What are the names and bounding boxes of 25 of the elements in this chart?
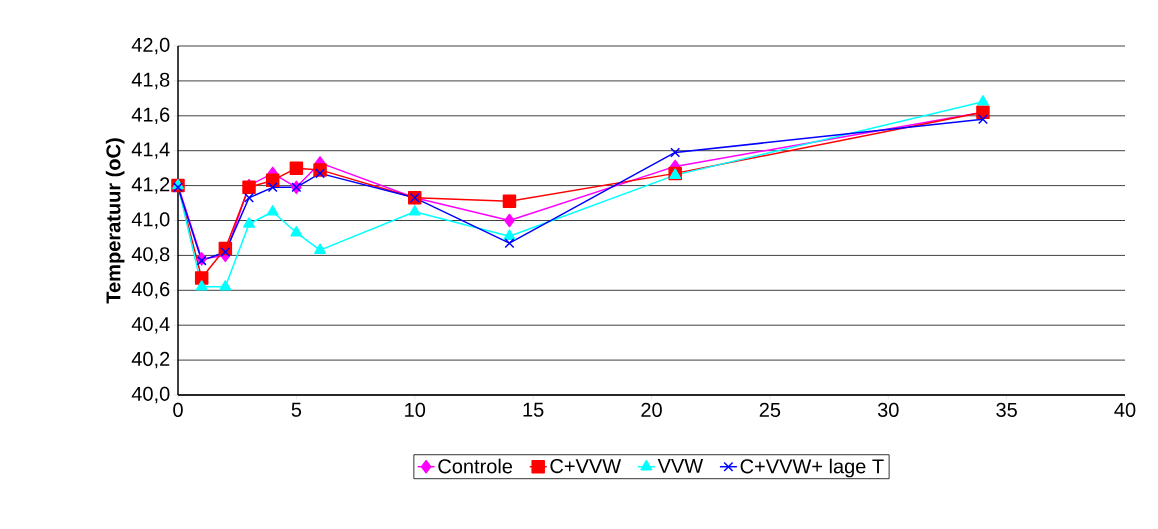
y-tick-label: 40,4 <box>131 316 170 334</box>
y-tick-label: 40,2 <box>131 351 170 369</box>
x-tick-label: 15 <box>523 402 544 417</box>
y-tick-label: 40,8 <box>131 247 170 264</box>
x-tick-label: 20 <box>641 402 662 417</box>
y-tick-label: 41,8 <box>131 72 170 90</box>
x-tick-label: 35 <box>996 402 1017 417</box>
legend-label: C+VVW+ lage T <box>740 458 884 478</box>
x-tick-label: 30 <box>877 402 899 417</box>
x-tick-label: 5 <box>291 402 302 417</box>
y-tick-label: 40,6 <box>131 282 170 299</box>
y-axis-title: Temperatuur (oC) <box>105 138 125 304</box>
x-tick-label: 40 <box>1114 402 1136 417</box>
y-tick-label: 42,0 <box>131 37 170 55</box>
y-tick-label: 41,6 <box>131 107 170 125</box>
y-tick-label: 40,0 <box>131 386 170 404</box>
x-tick-label: 0 <box>173 402 183 417</box>
y-tick-label: 41,0 <box>131 212 170 229</box>
legend-label: VVW <box>657 459 704 473</box>
legend-label: Controle <box>438 458 513 474</box>
legend-label: C+VVW <box>550 458 622 474</box>
y-tick-label: 41,4 <box>131 142 170 159</box>
y-tick-label: 41,2 <box>131 177 170 194</box>
x-tick-label: 25 <box>759 402 781 417</box>
x-tick-label: 10 <box>405 402 426 417</box>
